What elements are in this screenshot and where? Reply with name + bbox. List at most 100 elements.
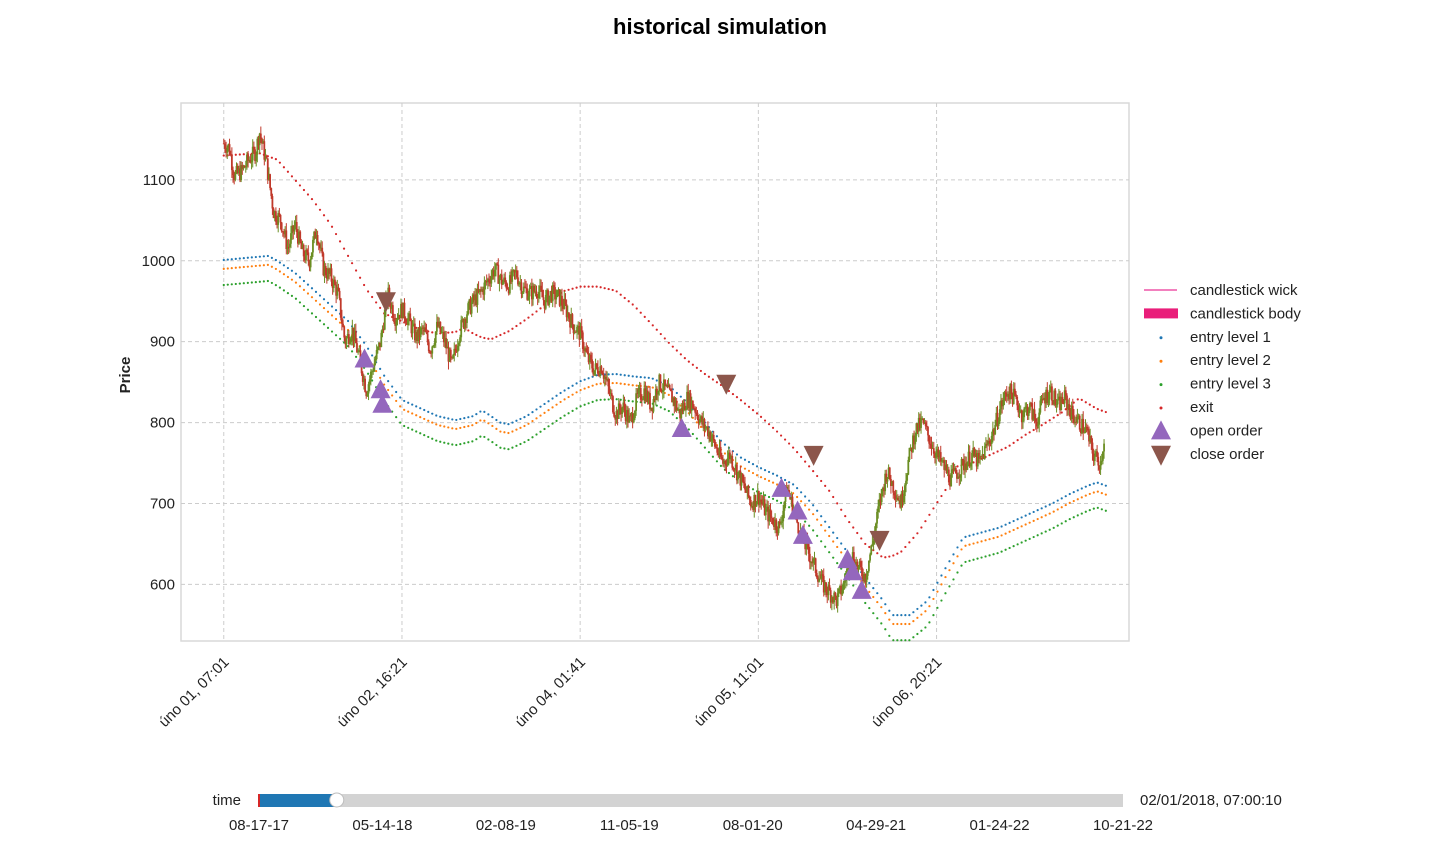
candle-body [923,422,926,424]
entry2-point [250,265,253,268]
candle-body [264,155,267,160]
candle-body [563,299,566,309]
candle-body [440,331,443,333]
exit-point [1100,409,1103,412]
exit-point [647,319,650,323]
candle-body [368,379,371,385]
entry2-point [391,394,394,397]
entry2-point [282,273,286,276]
entry1-point [367,347,370,350]
slider-ticks: 08-17-17 05-14-18 02-08-19 11-05-19 08-01-20… [229,817,1153,834]
entry1-point [1028,512,1031,515]
exit-point [884,556,887,559]
entry3-point [988,554,991,557]
entry2-point [583,387,586,390]
candle-body [928,435,931,444]
exit-point [535,310,538,313]
entry2-point [467,425,470,428]
candle-body [481,289,483,291]
exit-point [679,353,682,356]
candle-body [715,446,717,448]
plot-area [180,102,1130,642]
entry3-point [367,372,370,375]
entry1-point [507,423,510,426]
exit-point [571,287,574,290]
candle-body [457,342,460,346]
candle-body [594,363,597,371]
candle-body [316,235,319,244]
exit-point [1096,408,1099,411]
entry2-point [932,597,935,601]
entry3-point [731,475,735,478]
candle-body [993,429,995,435]
entry2-point [763,477,767,481]
candle-body [746,485,749,493]
candle-body [294,222,297,226]
candle-body [1089,436,1092,442]
exit-point [683,357,686,360]
candle-body [944,464,947,470]
entry2-point [1088,492,1091,496]
entry1-point [387,380,390,383]
candle-body [367,384,370,394]
candle-body [856,561,859,570]
slider-tick-label: 08-17-17 [229,817,289,834]
candle-body [489,282,492,284]
candle-body [813,558,816,560]
candle-body [672,397,675,403]
candle-body [486,279,489,283]
entry3-point [667,409,670,413]
entry3-point [294,297,298,300]
candle-body [403,302,406,319]
candle-body [701,416,704,425]
candle-body [350,338,353,342]
candle-body [979,455,982,459]
candle-body [533,285,536,292]
candle-body [416,331,419,341]
entry3-point [298,301,302,304]
entry1-point [1084,485,1087,488]
candle-body [735,464,738,480]
entry3-point [908,639,911,642]
candle-body [1023,408,1026,418]
exit-point [996,450,999,453]
candle-body [463,319,466,328]
candle-body [288,243,291,247]
candle-body [832,597,834,603]
candle-body [884,473,887,492]
entry1-point [920,604,923,607]
candle-body [468,299,471,304]
exit-point [1092,405,1095,409]
exit-point [1104,410,1107,414]
candle-body [268,174,270,180]
entry1-point [651,377,654,380]
slider-handle[interactable] [329,792,345,808]
candle-body [262,141,265,144]
entry1-point [715,435,719,438]
close-order-marker [375,292,396,313]
candle-body [1008,393,1010,400]
entry2-point [976,541,979,544]
slider-track[interactable] [259,794,1123,807]
entry1-point [968,534,971,537]
entry1-point [395,390,398,394]
entry2-point [651,386,654,389]
entry2-point [1028,521,1031,524]
legend-item-entry3: entry level 3 [1159,376,1271,393]
time-slider[interactable]: time 02/01/2018, 07:00:10 08-17-17 05-14-… [213,792,1282,834]
entry3-point [663,408,666,411]
entry3-point [302,304,306,308]
entry1-point [1072,491,1075,494]
candle-body [478,289,481,292]
candle-body [683,402,686,411]
x-tick-label: úno 05, 11:01 [691,654,767,730]
entry3-point [956,571,959,574]
entry3-point [603,398,606,401]
candle-body [1056,399,1059,405]
exit-point [707,375,711,378]
candle-body [598,373,600,376]
candle-body [723,460,726,464]
candle-body [258,133,261,146]
exit-point [860,537,863,540]
legend-item-body: candlestick body [1144,305,1301,322]
